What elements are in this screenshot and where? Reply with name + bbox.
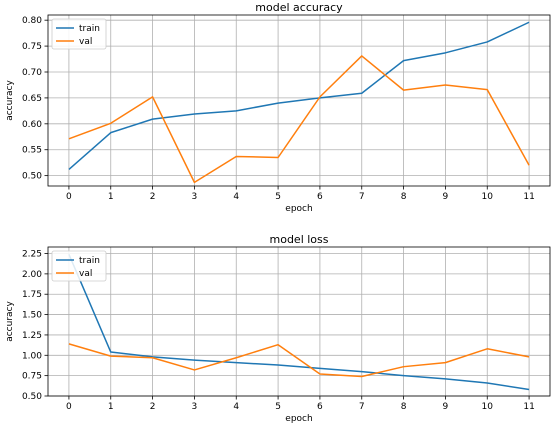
x-tick-label: 4 — [233, 402, 239, 412]
x-tick-label: 10 — [482, 402, 494, 412]
x-tick-label: 6 — [317, 402, 323, 412]
x-tick-label: 9 — [443, 402, 449, 412]
series-line-val — [68, 55, 530, 184]
y-tick-label: 1.00 — [22, 351, 42, 361]
x-tick-label: 7 — [359, 402, 365, 412]
y-tick-label: 1.50 — [22, 311, 42, 321]
legend-label-train: train — [79, 24, 100, 34]
y-tick-label: 0.55 — [22, 146, 42, 156]
x-tick-label: 9 — [443, 192, 449, 202]
y-tick-label: 0.75 — [22, 372, 42, 382]
legend-label-train: train — [79, 256, 100, 266]
chart-accuracy: 0 1 2 3 4 5 6 7 8 9 10 11 0.50 0.55 0.60 0.65 0.70 0.75 0.… — [5, 1, 551, 214]
x-tick-label: 5 — [275, 402, 281, 412]
y-tick-label: 0.60 — [22, 120, 42, 130]
y-tick-label: 1.75 — [22, 290, 42, 300]
x-tick-label: 8 — [401, 192, 407, 202]
y-tick-label: 0.65 — [22, 94, 42, 104]
y-tick-label: 2.25 — [22, 250, 42, 260]
y-axis-label: accuracy — [5, 301, 15, 342]
x-tick-label: 10 — [482, 192, 494, 202]
x-tick-label: 1 — [108, 402, 114, 412]
x-tick-label: 2 — [150, 192, 156, 202]
x-tick-label: 8 — [401, 402, 407, 412]
y-tick-label: 0.70 — [22, 68, 42, 78]
series-line-train — [68, 21, 530, 170]
x-tick-label: 2 — [150, 402, 156, 412]
x-tick-label: 6 — [317, 192, 323, 202]
x-axis-label: epoch — [285, 414, 312, 423]
x-tick-label: 3 — [192, 192, 198, 202]
x-tick-label: 5 — [275, 192, 281, 202]
x-axis-label: epoch — [285, 204, 312, 214]
legend-label-val: val — [79, 37, 92, 47]
y-tick-label: 2.00 — [22, 270, 42, 280]
y-tick-label: 1.25 — [22, 331, 42, 341]
y-axis-label: accuracy — [5, 80, 15, 121]
x-tick-label: 0 — [66, 192, 72, 202]
y-tick-label: 0.75 — [22, 42, 42, 52]
plot-frame — [47, 14, 551, 187]
x-tick-label: 11 — [523, 192, 534, 202]
chart-loss: 0 1 2 3 4 5 6 7 8 9 10 11 0.50 0.75 1.00 1.25 1.50 1.75 2.… — [5, 233, 551, 423]
x-tick-label: 7 — [359, 192, 365, 202]
legend-label-val: val — [79, 269, 92, 279]
chart-title: model loss — [270, 233, 329, 246]
x-tick-label: 0 — [66, 402, 72, 412]
series-line-val — [68, 343, 530, 378]
series-line-train — [68, 254, 530, 391]
plot-frame — [47, 246, 551, 397]
y-tick-label: 0.50 — [22, 392, 42, 402]
x-tick-label: 1 — [108, 192, 114, 202]
x-tick-label: 3 — [192, 402, 198, 412]
x-tick-label: 11 — [523, 402, 534, 412]
x-tick-label: 4 — [233, 192, 239, 202]
chart-title: model accuracy — [255, 1, 343, 14]
y-tick-label: 0.80 — [22, 16, 42, 26]
y-tick-label: 0.50 — [22, 172, 42, 182]
